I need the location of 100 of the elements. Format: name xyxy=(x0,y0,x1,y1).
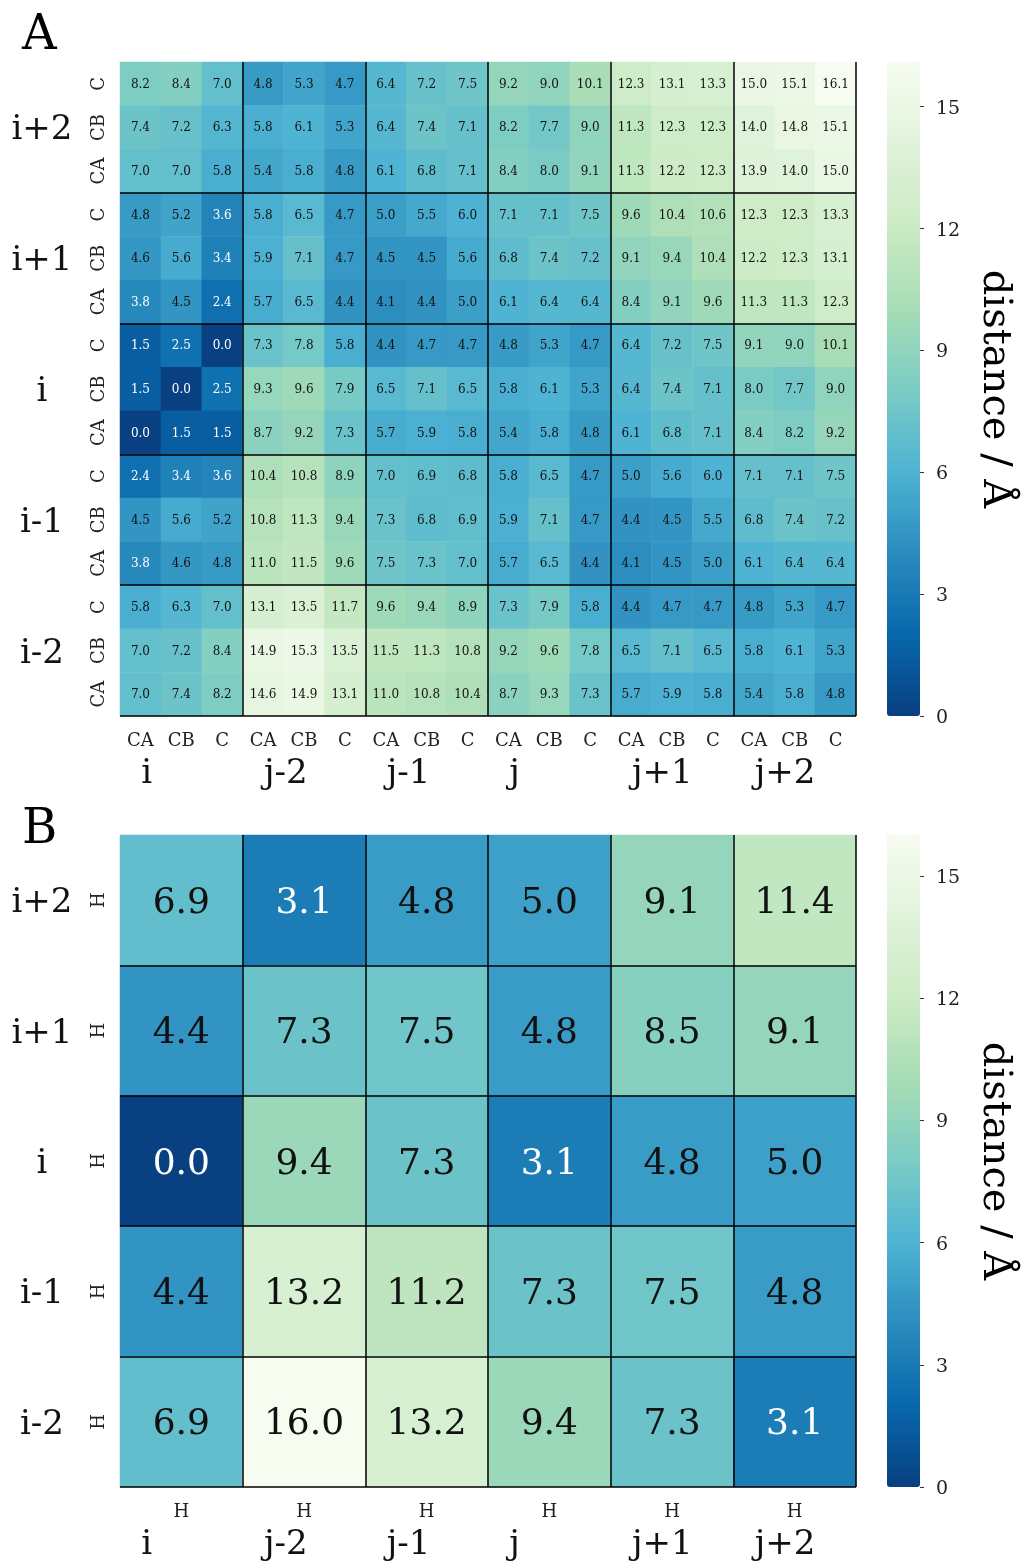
x-tick-label: H xyxy=(418,1499,435,1521)
data-label: 5.9 xyxy=(253,251,273,266)
x-tick-label: CA xyxy=(617,728,646,750)
data-label: 4.8 xyxy=(520,1010,578,1052)
data-label: 13.1 xyxy=(331,687,359,702)
text: i+1 xyxy=(11,1010,73,1051)
data-label: 6.4 xyxy=(580,294,601,309)
x-tick-label: H xyxy=(664,1499,680,1521)
data-label: 6.5 xyxy=(703,643,723,658)
data-label: 5.8 xyxy=(294,164,314,178)
data-label: 5.7 xyxy=(253,294,273,309)
data-label: 4.4 xyxy=(335,294,355,309)
data-label: 4.8 xyxy=(130,207,150,222)
data-label: 5.4 xyxy=(744,687,764,702)
data-label: 5.7 xyxy=(621,687,641,702)
data-label: 5.0 xyxy=(520,879,578,921)
text: j-1 xyxy=(382,1522,431,1562)
text: i-2 xyxy=(20,630,64,671)
text: j-1 xyxy=(382,751,431,791)
data-label: 12.2 xyxy=(658,164,686,178)
data-label: 5.3 xyxy=(826,643,846,658)
data-label: 7.2 xyxy=(171,643,191,658)
color-bar-label: 9 xyxy=(936,339,949,362)
data-label: 5.6 xyxy=(171,251,191,266)
data-label: 7.2 xyxy=(417,76,437,91)
y-tick-label: H xyxy=(86,892,108,909)
data-label: 7.4 xyxy=(130,120,151,135)
data-label: 5.8 xyxy=(744,643,764,658)
data-label: 9.1 xyxy=(766,1010,824,1052)
x-tick-label: C xyxy=(338,728,352,750)
data-label: 6.1 xyxy=(785,643,805,658)
data-label: 7.0 xyxy=(130,643,150,658)
data-label: 14.9 xyxy=(290,687,318,702)
data-label: 1.5 xyxy=(212,425,232,440)
y-tick-label: C xyxy=(86,76,108,91)
x-tick-label: H xyxy=(296,1499,312,1521)
data-label: 5.8 xyxy=(703,687,723,702)
data-label: 10.4 xyxy=(699,251,727,266)
data-label: 6.4 xyxy=(621,382,642,396)
data-label: 8.4 xyxy=(744,425,764,440)
data-label: 7.0 xyxy=(458,556,478,571)
data-label: 5.8 xyxy=(580,600,600,614)
data-label: 6.5 xyxy=(294,207,314,222)
data-label: 12.3 xyxy=(781,207,809,222)
data-label: 10.8 xyxy=(454,643,481,658)
data-label: 10.6 xyxy=(699,207,727,222)
data-label: 7.1 xyxy=(458,120,478,135)
x-tick-label: CA xyxy=(372,728,401,750)
data-label: 15.0 xyxy=(740,76,768,91)
data-label: 7.2 xyxy=(662,338,682,353)
data-label: 11.5 xyxy=(290,556,318,571)
data-label: 9.6 xyxy=(335,556,355,571)
data-label: 8.4 xyxy=(498,164,519,178)
data-label: 12.3 xyxy=(658,120,686,135)
data-label: 7.1 xyxy=(703,425,723,440)
data-label: 6.0 xyxy=(458,207,478,222)
text: j+2 xyxy=(750,1522,816,1562)
data-label: 8.5 xyxy=(643,1010,701,1052)
data-label: 7.2 xyxy=(826,512,846,527)
data-label: 2.5 xyxy=(171,338,191,353)
data-label: 7.2 xyxy=(171,120,191,135)
y-tick-label: C xyxy=(86,338,108,353)
y-tick-label: CB xyxy=(86,113,108,141)
x-tick-label: C xyxy=(583,728,598,750)
data-label: 7.1 xyxy=(458,164,478,178)
data-label: 12.3 xyxy=(699,164,727,178)
data-label: 7.1 xyxy=(539,207,559,222)
data-label: 9.3 xyxy=(539,687,559,702)
data-label: 7.0 xyxy=(130,164,150,178)
data-label: 7.8 xyxy=(580,643,600,658)
data-label: 2.5 xyxy=(212,382,232,396)
text: i xyxy=(141,1522,153,1562)
data-label: 7.4 xyxy=(417,120,437,135)
color-bar-label: 6 xyxy=(936,1231,949,1254)
color-bar-label: 15 xyxy=(936,95,961,118)
data-label: 7.3 xyxy=(520,1270,578,1312)
data-label: 7.1 xyxy=(539,512,559,527)
data-label: 14.6 xyxy=(249,687,277,702)
data-label: 8.2 xyxy=(498,120,518,135)
data-label: 5.8 xyxy=(498,469,518,484)
data-label: 10.8 xyxy=(290,469,318,484)
x-tick-label: CB xyxy=(413,728,441,750)
data-label: 11.2 xyxy=(386,1270,467,1312)
data-label: 13.3 xyxy=(822,207,849,222)
data-label: 13.1 xyxy=(822,251,849,266)
y-tick-label: CB xyxy=(86,506,108,534)
data-label: 7.0 xyxy=(212,76,232,91)
data-label: 15.1 xyxy=(781,76,809,91)
data-label: 4.7 xyxy=(703,600,723,614)
data-label: 9.2 xyxy=(294,425,314,440)
data-label: 5.6 xyxy=(171,512,191,527)
data-label: 9.4 xyxy=(275,1140,333,1182)
data-label: 7.0 xyxy=(171,164,191,178)
data-label: 13.3 xyxy=(699,76,727,91)
data-label: 4.8 xyxy=(212,556,232,571)
x-tick-label: CB xyxy=(658,728,686,750)
data-label: 9.6 xyxy=(294,382,314,396)
data-label: 13.1 xyxy=(658,76,686,91)
data-label: 12.3 xyxy=(822,294,849,309)
data-label: 6.5 xyxy=(294,294,314,309)
